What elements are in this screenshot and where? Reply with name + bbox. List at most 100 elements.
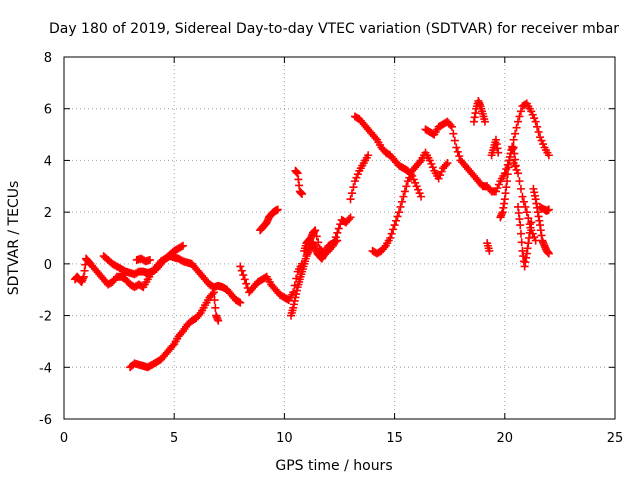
data-point — [525, 220, 534, 229]
data-point — [453, 147, 462, 156]
data-point — [519, 197, 528, 206]
y-tick-labels: -6 -4 -2 0 2 4 6 8 — [39, 51, 52, 428]
data-point — [330, 237, 339, 246]
data-point — [237, 266, 246, 275]
data-point — [503, 170, 512, 179]
x-tick-label: 25 — [607, 431, 624, 446]
data-point — [544, 151, 553, 160]
x-tick-labels: 0 5 10 15 20 25 — [60, 431, 623, 446]
data-point — [503, 177, 512, 186]
y-tick-label: -6 — [39, 413, 52, 428]
data-point — [494, 148, 503, 157]
data-point — [273, 205, 282, 214]
data-point — [168, 341, 177, 350]
y-tick-label: 6 — [44, 103, 52, 118]
x-tick-label: 0 — [60, 431, 68, 446]
data-point — [485, 246, 494, 255]
data-point — [392, 216, 401, 225]
data-point — [395, 208, 404, 217]
y-axis-label: SDTVAR / TECUs — [6, 181, 22, 296]
x-tick-label: 5 — [170, 431, 178, 446]
data-point — [515, 177, 524, 186]
plot-frame — [63, 56, 616, 420]
data-point — [516, 221, 525, 230]
data-point — [333, 228, 342, 237]
data-point — [239, 271, 248, 280]
data-point — [452, 143, 461, 152]
data-point — [450, 136, 459, 145]
data-point — [346, 213, 355, 222]
data-point — [145, 255, 154, 264]
data-point — [386, 234, 395, 242]
data-point — [415, 158, 424, 167]
data-point — [236, 298, 245, 307]
data-point — [371, 134, 380, 143]
data-point — [364, 151, 373, 160]
axis-ticks — [63, 56, 616, 420]
data-point — [314, 238, 323, 247]
data-point — [399, 192, 408, 201]
data-point — [396, 202, 405, 211]
data-point — [177, 242, 186, 251]
data-point — [515, 112, 524, 121]
data-point — [521, 202, 530, 211]
x-tick-label: 15 — [386, 431, 403, 446]
data-point — [534, 127, 543, 136]
data-points — [71, 96, 553, 372]
data-point — [208, 290, 217, 299]
data-point — [533, 122, 542, 131]
data-point — [400, 187, 409, 196]
data-point — [195, 310, 204, 319]
data-point — [236, 262, 245, 271]
data-point — [210, 296, 219, 305]
chart-title: Day 180 of 2019, Sidereal Day-to-day VTE… — [49, 21, 619, 37]
data-point — [544, 249, 553, 258]
data-point — [328, 241, 337, 250]
y-tick-label: 4 — [44, 154, 52, 169]
x-axis-label: GPS time / hours — [275, 458, 392, 474]
data-point — [331, 233, 340, 242]
data-point — [480, 117, 489, 126]
data-point — [347, 189, 356, 198]
data-point — [442, 160, 451, 169]
data-point — [518, 192, 527, 201]
data-point — [511, 129, 520, 138]
data-point — [527, 218, 536, 227]
data-point — [524, 214, 533, 223]
data-point — [516, 184, 525, 193]
data-point — [449, 129, 458, 138]
data-point — [514, 169, 523, 178]
data-point — [417, 192, 426, 201]
data-point — [240, 275, 249, 284]
data-point — [234, 297, 243, 306]
data-point — [509, 135, 518, 144]
data-point — [298, 190, 307, 199]
data-point — [443, 159, 452, 168]
data-point — [214, 316, 223, 325]
data-point — [516, 229, 525, 238]
y-tick-label: -4 — [39, 361, 52, 376]
data-point — [544, 205, 553, 214]
y-tick-label: 2 — [44, 206, 52, 221]
data-point — [397, 197, 406, 206]
data-point — [531, 236, 540, 245]
data-point — [531, 117, 540, 126]
data-point — [179, 241, 188, 250]
data-point — [446, 121, 455, 130]
data-point — [389, 225, 398, 234]
y-tick-label: 8 — [44, 51, 52, 66]
data-point — [242, 279, 251, 288]
data-point — [334, 224, 343, 233]
data-point — [522, 208, 531, 217]
grid-lines — [64, 57, 615, 419]
data-point — [312, 232, 321, 241]
data-point — [512, 123, 521, 132]
data-point — [209, 288, 218, 297]
data-point — [402, 182, 411, 191]
data-point — [447, 122, 456, 131]
data-point — [514, 117, 523, 126]
data-point — [311, 226, 320, 235]
data-point — [349, 183, 358, 192]
x-tick-label: 20 — [497, 431, 514, 446]
